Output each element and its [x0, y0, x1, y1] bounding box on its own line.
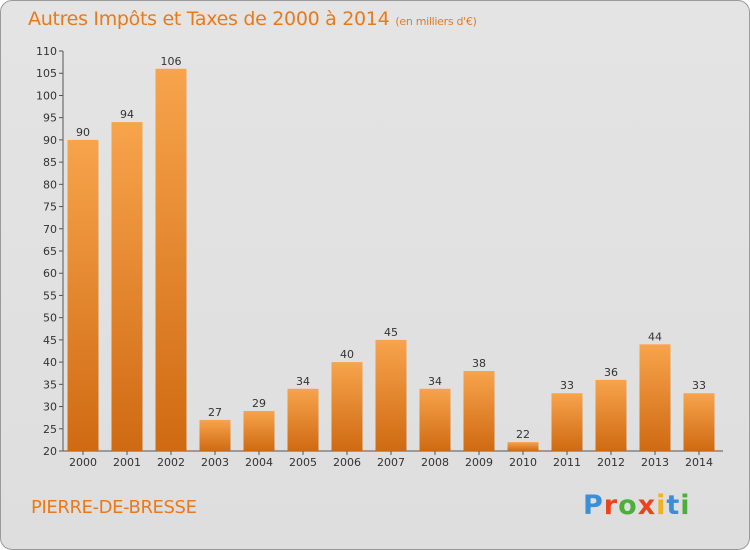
y-tick-label: 70	[43, 223, 57, 236]
y-tick-label: 80	[43, 178, 57, 191]
x-tick-label: 2004	[245, 456, 273, 469]
bar	[683, 393, 715, 451]
y-tick-label: 20	[43, 445, 57, 458]
y-tick-label: 30	[43, 401, 57, 414]
chart-title-text: Autres Impôts et Taxes de 2000 à 2014	[28, 8, 390, 30]
bar	[507, 442, 539, 451]
x-tick-label: 2012	[597, 456, 625, 469]
bar-value-label: 38	[472, 357, 486, 370]
x-tick-label: 2010	[509, 456, 537, 469]
x-tick-label: 2014	[685, 456, 713, 469]
y-tick-label: 55	[43, 289, 57, 302]
bar-value-label: 34	[296, 375, 310, 388]
bar-value-label: 33	[560, 379, 574, 392]
bar-value-label: 34	[428, 375, 442, 388]
commune-name: PIERRE-DE-BRESSE	[31, 497, 197, 518]
x-tick-label: 2007	[377, 456, 405, 469]
bar	[463, 371, 495, 451]
logo-letter: i	[680, 490, 691, 521]
chart-title: Autres Impôts et Taxes de 2000 à 2014 (en…	[28, 8, 477, 30]
bar-value-label: 94	[120, 108, 134, 121]
x-tick-label: 2002	[157, 456, 185, 469]
y-tick-label: 90	[43, 134, 57, 147]
x-tick-label: 2001	[113, 456, 141, 469]
logo-letter: t	[666, 490, 681, 521]
bar-value-label: 40	[340, 348, 354, 361]
bar	[595, 379, 627, 451]
bar-value-label: 22	[516, 428, 530, 441]
bar	[375, 339, 407, 451]
bar	[287, 388, 319, 451]
logo-letter: r	[603, 490, 619, 521]
y-tick-label: 100	[36, 89, 57, 102]
bar	[243, 411, 275, 451]
bar-value-label: 44	[648, 330, 662, 343]
proxiti-logo: Proxiti	[583, 490, 691, 521]
bar-value-label: 29	[252, 397, 266, 410]
x-tick-label: 2003	[201, 456, 229, 469]
chart-subtitle: (en milliers d'€)	[395, 15, 477, 28]
bar	[639, 344, 671, 451]
logo-letter: o	[618, 490, 638, 521]
bar	[199, 419, 231, 451]
y-tick-label: 110	[36, 45, 57, 58]
logo-letter: P	[583, 490, 604, 521]
y-tick-label: 65	[43, 245, 57, 258]
bar	[111, 122, 143, 451]
x-tick-label: 2011	[553, 456, 581, 469]
x-tick-label: 2005	[289, 456, 317, 469]
y-tick-label: 45	[43, 334, 57, 347]
bar-value-label: 45	[384, 326, 398, 339]
y-tick-label: 35	[43, 378, 57, 391]
x-tick-label: 2009	[465, 456, 493, 469]
bar-value-label: 27	[208, 406, 222, 419]
y-tick-label: 75	[43, 201, 57, 214]
bar	[551, 393, 583, 451]
x-tick-label: 2006	[333, 456, 361, 469]
y-tick-label: 95	[43, 112, 57, 125]
bar	[155, 68, 187, 452]
x-tick-label: 2013	[641, 456, 669, 469]
y-tick-label: 85	[43, 156, 57, 169]
y-tick-label: 105	[36, 67, 57, 80]
logo-letter: i	[656, 490, 667, 521]
bar-value-label: 106	[161, 55, 182, 68]
bar	[331, 362, 363, 451]
y-tick-label: 50	[43, 312, 57, 325]
logo-letter: x	[637, 490, 657, 521]
y-tick-label: 60	[43, 267, 57, 280]
x-tick-label: 2000	[69, 456, 97, 469]
y-tick-label: 25	[43, 423, 57, 436]
bar	[67, 139, 99, 451]
bar	[419, 388, 451, 451]
bar-value-label: 90	[76, 126, 90, 139]
bar-value-label: 36	[604, 366, 618, 379]
x-tick-label: 2008	[421, 456, 449, 469]
bar-value-label: 33	[692, 379, 706, 392]
y-tick-label: 40	[43, 356, 57, 369]
